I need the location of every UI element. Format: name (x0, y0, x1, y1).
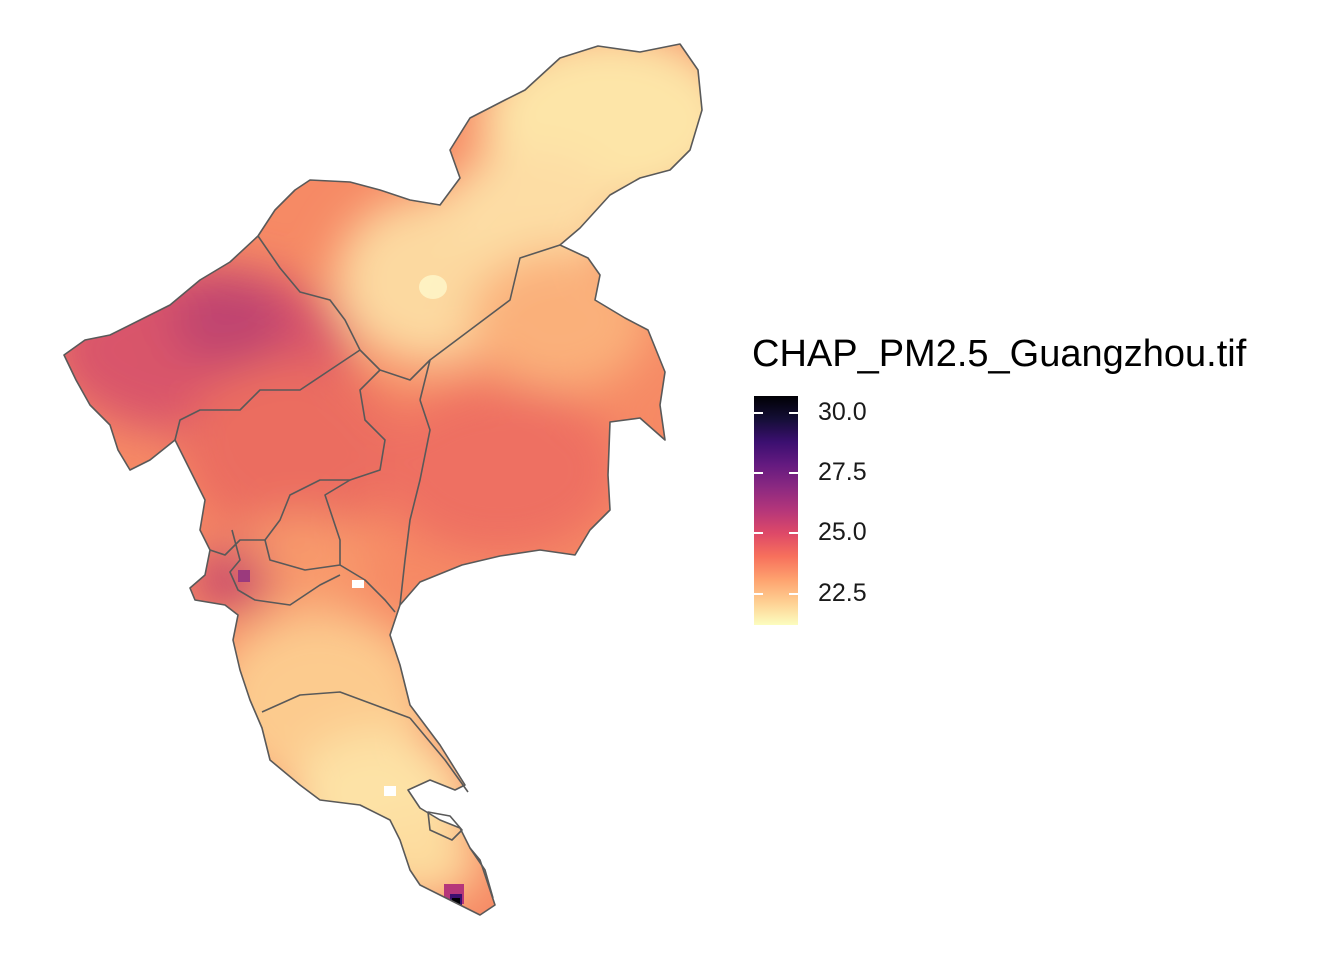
district-boundaries (63, 43, 703, 916)
legend-tick-mark (789, 592, 798, 595)
legend-tick-mark (789, 472, 798, 475)
legend-colorbar (754, 396, 798, 625)
legend-tick-mark (754, 532, 763, 535)
legend-tick-label: 27.5 (818, 458, 867, 487)
legend-tick-label: 22.5 (818, 578, 867, 607)
legend-tick-mark (754, 411, 763, 414)
legend-tick-label: 30.0 (818, 397, 867, 426)
legend-tick-mark (754, 472, 763, 475)
legend-title: CHAP_PM2.5_Guangzhou.tif (752, 333, 1247, 375)
pm25-raster (64, 44, 702, 915)
legend-tick-label: 25.0 (818, 518, 867, 547)
legend-tick-mark (754, 592, 763, 595)
legend-tick-mark (789, 532, 798, 535)
legend-tick-mark (789, 411, 798, 414)
